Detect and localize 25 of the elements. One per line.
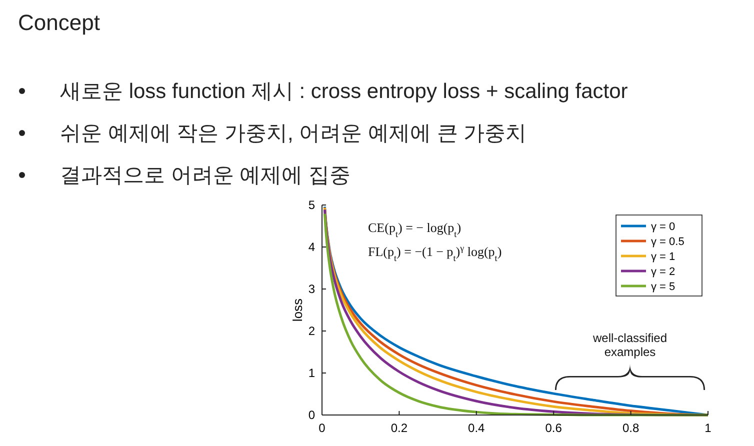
y-tick-label: 4 [308,240,316,254]
x-tick-label: 0.2 [390,421,408,435]
x-tick-label: 0.6 [545,421,562,435]
x-tick-label: 0 [318,421,326,435]
y-tick-label: 3 [308,282,316,296]
text: 새로운 loss function 제시 : cross entropy loss + scaling factor [60,80,628,103]
annotation: CE(p$_{t}$) = − log(p$_{t}$) [368,220,462,239]
legend-label: γ = 0 [651,221,676,233]
legend-label: γ = 0.5 [651,236,684,248]
x-tick-label: 0.8 [622,421,640,435]
y-tick-label: 1 [308,366,316,380]
y-tick-label: 5 [308,198,316,212]
text: FL(p$_{t}$) = −(1 − p$_{t}$)$^{γ}$ log(p$_{t}$) [368,243,502,263]
annotation: well-classified examples [592,331,668,359]
legend-label: γ = 2 [651,266,676,278]
legend-label: γ = 5 [651,281,676,293]
y-tick-label: 2 [308,324,316,338]
text: 결과적으로 어려운 예제에 집중 [60,164,351,187]
x-tick-label: 1 [704,421,712,435]
y-tick-label: 0 [308,408,316,422]
text: Concept [18,10,100,35]
y-axis-title: loss [290,298,305,322]
text: 쉬운 예제에 작은 가중치, 어려운 예제에 큰 가중치 [60,122,527,145]
x-tick-label: 0.4 [468,421,486,435]
legend-label: γ = 1 [651,251,676,263]
